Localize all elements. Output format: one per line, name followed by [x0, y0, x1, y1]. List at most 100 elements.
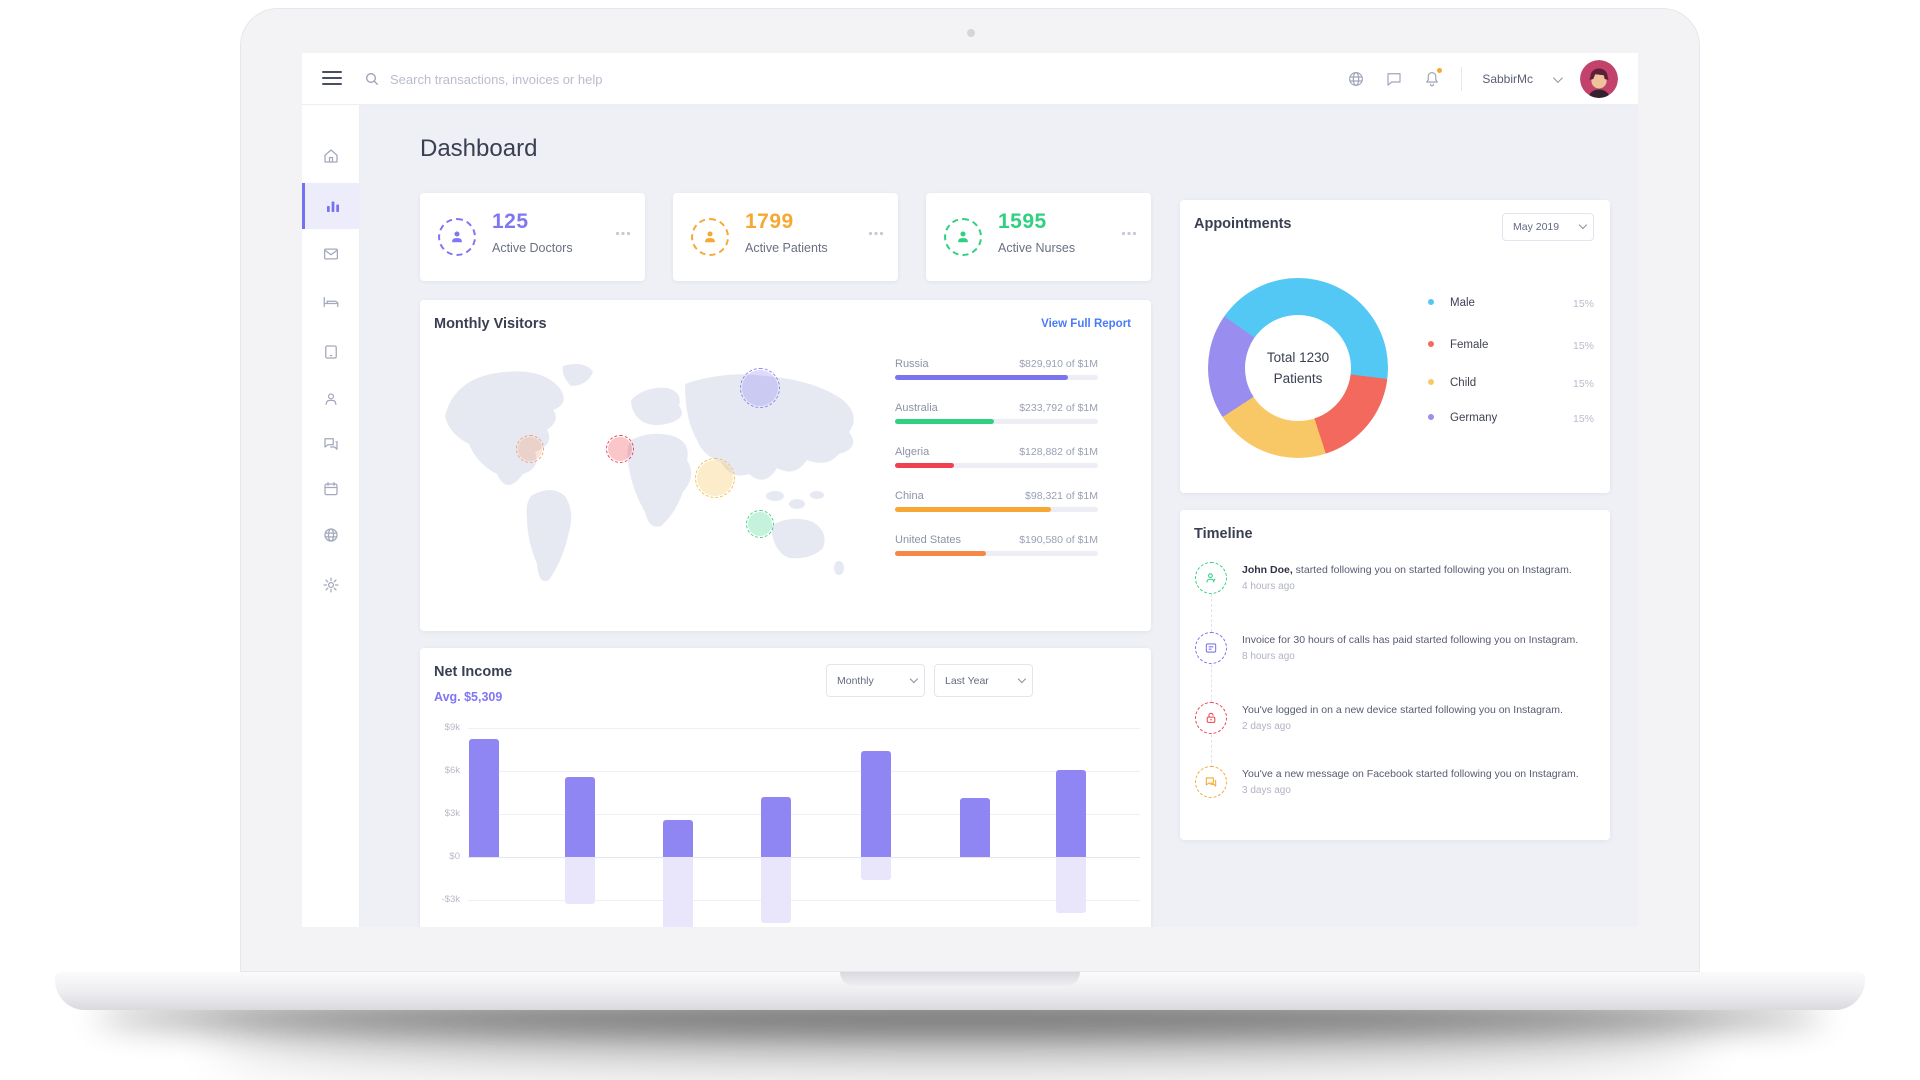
user-avatar[interactable]	[1580, 60, 1618, 98]
progress-track	[895, 375, 1098, 380]
timeline-text: You've a new message on Facebook started…	[1242, 768, 1579, 780]
map-bubble	[695, 458, 735, 498]
stat-value: 1799	[745, 210, 794, 233]
page-title: Dashboard	[420, 135, 538, 162]
stat-label: Active Doctors	[492, 241, 573, 255]
timeline-time: 3 days ago	[1242, 785, 1291, 796]
sidebar-item-devices[interactable]	[302, 329, 360, 375]
map-bubble	[606, 435, 634, 463]
legend-item-female: Female 15%	[1428, 338, 1594, 356]
webcam-dot	[967, 29, 975, 37]
card-title: Net Income	[434, 664, 513, 680]
country-value: $128,882 of $1M	[1019, 446, 1098, 458]
legend-dot	[1428, 414, 1434, 420]
stat-value: 125	[492, 210, 529, 233]
stat-label: Active Patients	[745, 241, 828, 255]
progress-fill	[895, 463, 954, 468]
chevron-down-icon[interactable]	[1552, 72, 1563, 83]
view-full-report-link[interactable]: View Full Report	[1041, 318, 1131, 330]
progress-fill	[895, 419, 995, 424]
timeline-text: John Doe, started following you on start…	[1242, 564, 1572, 576]
country-value: $98,321 of $1M	[1025, 490, 1098, 502]
tablet-icon	[325, 345, 337, 359]
notifications-bell-icon[interactable]	[1423, 67, 1444, 88]
stat-label: Active Nurses	[998, 241, 1076, 255]
sidebar-item-hospital-beds[interactable]	[302, 279, 360, 325]
sidebar-item-analytics[interactable]	[302, 183, 360, 229]
timeline-time: 8 hours ago	[1242, 651, 1295, 662]
hamburger-menu-icon[interactable]	[322, 71, 342, 87]
net-income-chart	[468, 728, 1140, 927]
country-value: $190,580 of $1M	[1019, 534, 1098, 546]
country-name: Russia	[895, 358, 929, 370]
user-name[interactable]: SabbirMc	[1482, 72, 1533, 86]
income-bar	[565, 728, 595, 927]
sidebar-item-patients[interactable]	[302, 376, 360, 422]
sidebar-item-schedule[interactable]	[302, 466, 360, 512]
search-icon	[366, 73, 378, 85]
card-title: Timeline	[1194, 526, 1253, 542]
more-options-icon[interactable]	[1121, 231, 1137, 236]
appointments-donut: Total 1230 Patients	[1208, 278, 1388, 458]
laptop-base-notch	[840, 972, 1080, 986]
timeline-item: Invoice for 30 hours of calls has paid s…	[1180, 632, 1610, 672]
timeline-item: You've a new message on Facebook started…	[1180, 766, 1610, 806]
net-income-card: Net Income Avg. $5,309 Monthly Last Year…	[420, 648, 1151, 927]
notification-badge	[1436, 67, 1444, 74]
timeline-time: 4 hours ago	[1242, 581, 1295, 592]
stat-card-active-doctors: 125 Active Doctors	[420, 193, 645, 281]
globe-icon[interactable]	[1347, 70, 1365, 88]
chevron-down-icon	[1578, 220, 1587, 229]
country-name: China	[895, 490, 924, 502]
sidebar-item-settings[interactable]	[302, 562, 360, 608]
home-icon	[324, 149, 338, 163]
legend-dot	[1428, 299, 1434, 305]
more-options-icon[interactable]	[868, 231, 884, 236]
sidebar-item-home[interactable]	[302, 133, 360, 179]
income-bar	[469, 728, 499, 927]
user-icon	[325, 393, 337, 405]
legend-label: Germany	[1450, 412, 1498, 424]
gear-icon	[323, 577, 339, 593]
gridline-zero	[468, 857, 1140, 858]
average-income-label: Avg. $5,309	[434, 690, 503, 704]
progress-track	[895, 463, 1098, 468]
period-select[interactable]: May 2019	[1502, 213, 1594, 241]
legend-item-male: Male 15%	[1428, 296, 1594, 314]
invoice-icon	[1195, 632, 1227, 664]
timeline-time: 2 days ago	[1242, 721, 1291, 732]
country-value: $829,910 of $1M	[1019, 358, 1098, 370]
chevron-down-icon	[1017, 674, 1026, 683]
interval-select[interactable]: Monthly	[826, 664, 925, 697]
chat-bubbles-icon	[324, 438, 338, 450]
legend-pct: 15%	[1572, 378, 1594, 390]
map-bubble	[746, 510, 774, 538]
messages-icon[interactable]	[1385, 70, 1403, 88]
card-title: Appointments	[1194, 216, 1292, 232]
range-value: Last Year	[945, 674, 989, 687]
gridline	[468, 814, 1140, 815]
income-bar	[861, 728, 891, 927]
period-value: May 2019	[1513, 221, 1560, 233]
more-options-icon[interactable]	[615, 231, 631, 236]
income-bar	[960, 728, 990, 927]
top-navbar: SabbirMc	[302, 53, 1638, 105]
sidebar-item-mail[interactable]	[302, 231, 360, 277]
gridline	[468, 728, 1140, 729]
sidebar-item-messages[interactable]	[302, 421, 360, 467]
appointments-card: Appointments May 2019 Total 1230 Patient…	[1180, 200, 1610, 493]
search-input[interactable]	[390, 63, 910, 95]
patient-icon	[691, 218, 729, 256]
interval-value: Monthly	[837, 674, 874, 687]
timeline-card: Timeline John Doe, started following you…	[1180, 510, 1610, 840]
income-bar	[761, 728, 791, 927]
range-select[interactable]: Last Year	[934, 664, 1033, 697]
country-name: Algeria	[895, 446, 930, 458]
timeline-item: You've logged in on a new device started…	[1180, 702, 1610, 742]
bar-chart-icon	[326, 201, 339, 212]
follower-icon	[1195, 562, 1227, 594]
gridline	[468, 900, 1140, 901]
sidebar-item-globe[interactable]	[302, 512, 360, 558]
y-axis-tick: $9k	[444, 722, 460, 733]
timeline-connector	[1211, 594, 1212, 798]
